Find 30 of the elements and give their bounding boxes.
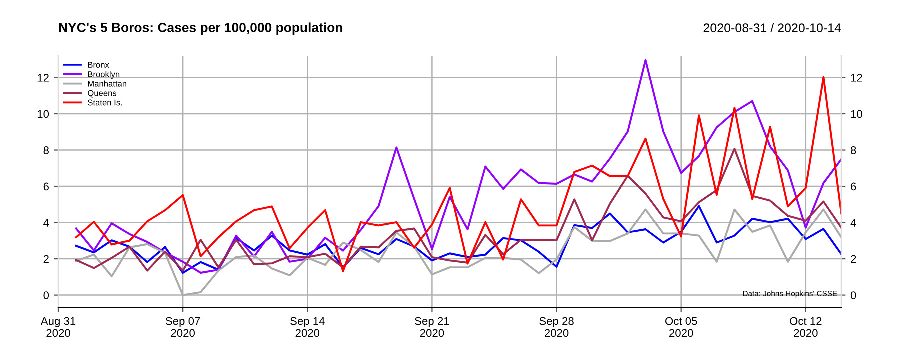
legend-label: Brooklyn bbox=[88, 71, 120, 80]
legend-label: Staten Is. bbox=[88, 100, 122, 106]
y2-tick-label: 4 bbox=[850, 219, 856, 227]
x-tick-label: Oct 05 2020 bbox=[666, 317, 698, 338]
legend-label: Manhattan bbox=[88, 80, 127, 87]
y-tick-label: 8 bbox=[44, 146, 49, 154]
x-tick-label: Aug 31 2020 bbox=[40, 317, 76, 338]
legend-label: Queens bbox=[88, 90, 117, 98]
line-series bbox=[75, 148, 842, 272]
x-tick-label: Sep 28 2020 bbox=[540, 317, 574, 338]
y2-tick-label: 0 bbox=[850, 292, 856, 300]
y-tick-label: 10 bbox=[38, 110, 50, 118]
y2-tick-label: 8 bbox=[851, 146, 856, 154]
y-tick-label: 4 bbox=[44, 219, 50, 227]
y-tick-label: 12 bbox=[38, 74, 49, 82]
x-tick-label: Sep 21 2020 bbox=[415, 317, 450, 338]
legend-label: Bronx bbox=[88, 62, 110, 68]
line-series bbox=[75, 205, 842, 274]
y2-tick-label: 10 bbox=[851, 110, 862, 118]
x-tick-label: Sep 07 2020 bbox=[166, 317, 200, 338]
y2-tick-label: 2 bbox=[851, 255, 856, 264]
y-tick-label: 6 bbox=[44, 182, 49, 191]
chart-title: NYC's 5 Boros: Cases per 100,000 population bbox=[59, 22, 342, 35]
y-tick-label: 2 bbox=[44, 255, 49, 264]
y-tick-label: 0 bbox=[44, 292, 50, 300]
y2-tick-label: 6 bbox=[851, 182, 856, 191]
x-tick-label: Sep 14 2020 bbox=[290, 317, 325, 338]
x-tick-label: Oct 12 2020 bbox=[790, 317, 822, 338]
y2-tick-label: 12 bbox=[851, 74, 862, 82]
chart-subtitle: 2020-08-31 / 2020-10-14 bbox=[704, 23, 842, 33]
